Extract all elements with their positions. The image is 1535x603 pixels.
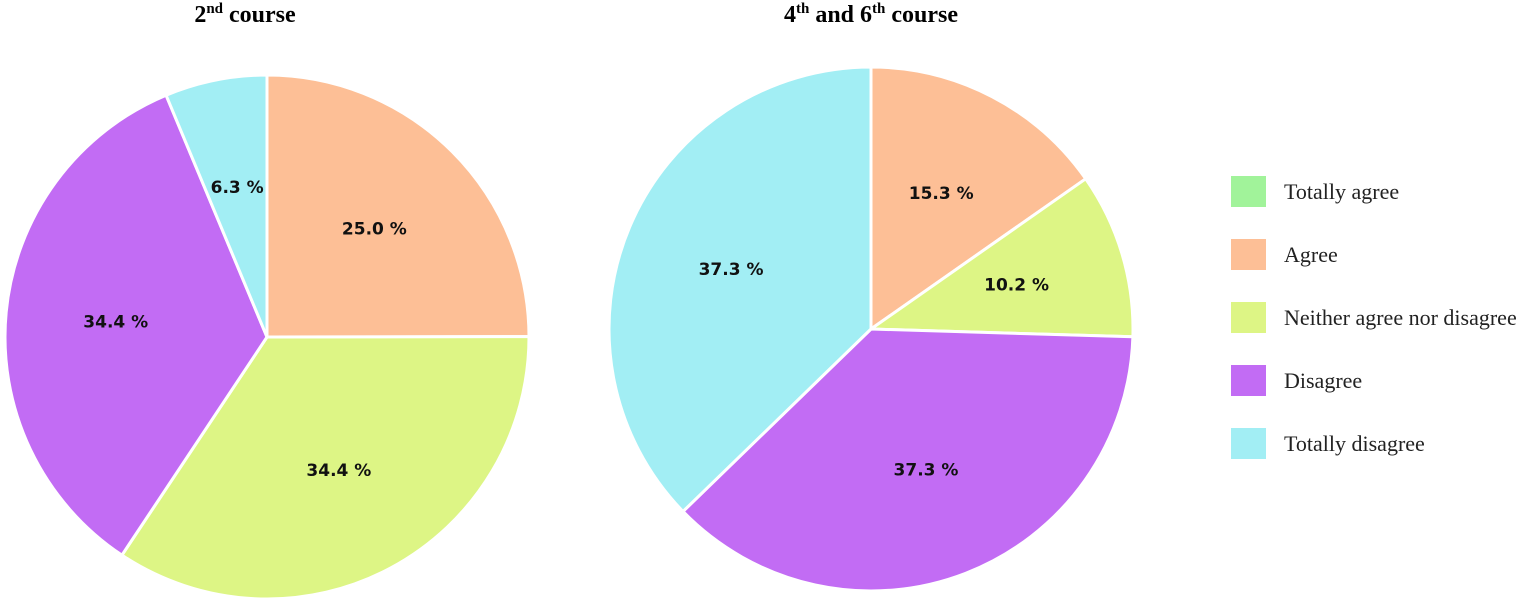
data-label-agree: 25.0 %: [342, 219, 407, 239]
legend-label: Totally disagree: [1284, 430, 1425, 456]
legend-label: Disagree: [1284, 367, 1363, 393]
data-label-totally-disagree: 6.3 %: [211, 178, 264, 198]
data-label-disagree: 34.4 %: [83, 312, 148, 332]
legend: Totally agree Agree Neither agree nor di…: [1231, 176, 1517, 459]
data-label-agree: 15.3 %: [909, 184, 974, 204]
data-label-totally-disagree: 37.3 %: [699, 260, 764, 280]
legend-item-totally-agree: Totally agree: [1231, 176, 1517, 207]
legend-item-totally-disagree: Totally disagree: [1231, 428, 1517, 459]
data-label-disagree: 37.3 %: [894, 461, 959, 481]
legend-label: Totally agree: [1284, 178, 1400, 204]
pie-slice-neither-agree-nor-disagree: [869, 177, 1135, 339]
legend-swatch: [1231, 302, 1266, 333]
data-label-neither-agree-nor-disagree: 10.2 %: [984, 276, 1049, 296]
legend-item-agree: Agree: [1231, 239, 1517, 270]
pie-slice-totally-disagree: [607, 65, 873, 513]
pie-slice-agree: [869, 65, 1088, 331]
pie-slice-totally-disagree: [164, 73, 269, 339]
legend-swatch: [1231, 176, 1266, 207]
chart-title-4th-6th-course: 4th and 6th course: [783, 1, 959, 29]
legend-swatch: [1231, 428, 1266, 459]
pie-chart-4th-6th-course: 15.3 % 10.2 % 37.3 % 37.3 %: [607, 65, 1135, 593]
pie-slice-disagree: [681, 327, 1135, 593]
legend-label: Agree: [1284, 241, 1338, 267]
chart-title-2nd-course: 2nd course: [194, 1, 296, 29]
pie-slice-agree: [265, 73, 531, 339]
data-label-neither-agree-nor-disagree: 34.4 %: [306, 461, 371, 481]
legend-item-disagree: Disagree: [1231, 365, 1517, 396]
legend-swatch: [1231, 239, 1266, 270]
legend-item-neither: Neither agree nor disagree: [1231, 302, 1517, 333]
pie-chart-2nd-course: 25.0 % 34.4 % 34.4 % 6.3 %: [3, 73, 531, 601]
legend-label: Neither agree nor disagree: [1284, 304, 1517, 330]
pie-slice-disagree: [3, 93, 269, 557]
legend-swatch: [1231, 365, 1266, 396]
